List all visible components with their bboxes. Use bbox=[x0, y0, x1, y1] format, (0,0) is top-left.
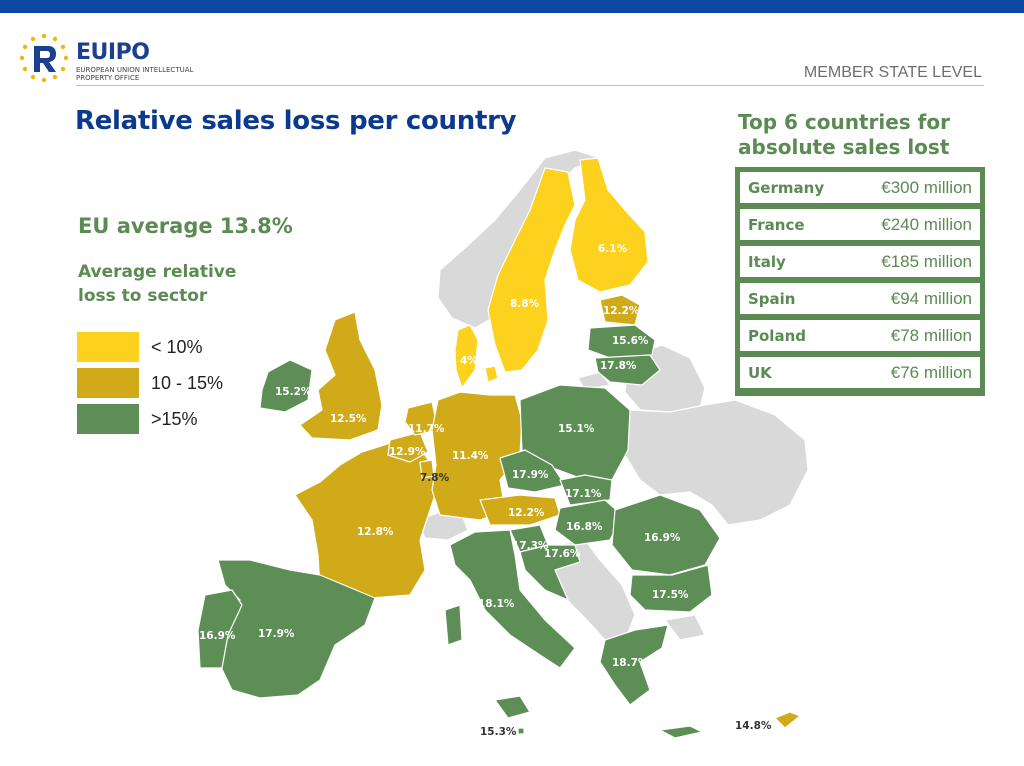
top6-country: Germany bbox=[748, 178, 825, 197]
top6-row: Spain €94 million bbox=[740, 283, 980, 314]
top6-value: €94 million bbox=[890, 288, 972, 308]
legend-swatch-high bbox=[77, 404, 139, 434]
label-croatia: 17.6% bbox=[544, 548, 581, 560]
eu-average: EU average 13.8% bbox=[78, 214, 293, 238]
country-malta bbox=[517, 727, 525, 735]
top6-table: Germany €300 million France €240 million I… bbox=[735, 167, 985, 396]
label-greece: 18.7% bbox=[612, 657, 649, 669]
country-ireland bbox=[259, 359, 313, 413]
label-denmark: 4% bbox=[460, 355, 478, 367]
country-cyprus bbox=[774, 711, 801, 729]
legend-swatch-mid bbox=[77, 368, 139, 398]
country-turkey-thrace bbox=[664, 614, 706, 641]
legend-label-high: >15% bbox=[151, 408, 198, 429]
top6-row: Italy €185 million bbox=[740, 246, 980, 277]
label-bulgaria: 17.5% bbox=[652, 589, 689, 601]
country-netherlands bbox=[404, 401, 439, 436]
label-uk: 12.5% bbox=[330, 413, 367, 425]
country-crete bbox=[659, 725, 703, 739]
country-germany bbox=[431, 391, 523, 521]
label-malta: 15.3% bbox=[480, 726, 517, 738]
country-slovakia bbox=[559, 474, 613, 506]
label-italy: 18.1% bbox=[478, 598, 515, 610]
label-portugal: 16.9% bbox=[199, 630, 236, 642]
label-austria: 12.2% bbox=[508, 507, 545, 519]
top-bar bbox=[0, 0, 1024, 13]
member-state-level-label: MEMBER STATE LEVEL bbox=[803, 64, 982, 81]
label-france: 12.8% bbox=[357, 526, 394, 538]
country-estonia bbox=[599, 294, 641, 326]
label-slovakia: 17.1% bbox=[565, 488, 602, 500]
country-sardinia bbox=[444, 604, 463, 646]
header-divider bbox=[76, 85, 984, 86]
org-subtitle: EUROPEAN UNION INTELLECTUAL PROPERTY OFF… bbox=[76, 66, 194, 82]
label-czechia: 17.9% bbox=[512, 469, 549, 481]
legend-item-high: >15% bbox=[77, 404, 198, 434]
label-lithuania: 15.6% bbox=[612, 335, 649, 347]
top6-country: Italy bbox=[748, 252, 786, 271]
page-title: Relative sales loss per country bbox=[75, 106, 517, 136]
label-poland: 15.1% bbox=[558, 423, 595, 435]
label-luxembourg: 7.8% bbox=[420, 472, 450, 484]
top6-country: Poland bbox=[748, 326, 806, 345]
top6-value: €78 million bbox=[890, 325, 972, 345]
top6-row: UK €76 million bbox=[740, 357, 980, 388]
top6-value: €76 million bbox=[890, 362, 972, 382]
country-italy bbox=[449, 529, 576, 669]
top6-value: €300 million bbox=[881, 177, 972, 197]
top6-value: €185 million bbox=[881, 251, 972, 271]
label-latvia: 12.2% bbox=[603, 305, 640, 317]
country-denmark-isle bbox=[484, 365, 499, 383]
country-hungary bbox=[554, 499, 623, 546]
legend-label-low: < 10% bbox=[151, 336, 203, 357]
country-denmark bbox=[454, 324, 479, 389]
top6-value: €240 million bbox=[881, 214, 972, 234]
country-bulgaria bbox=[629, 564, 713, 613]
country-romania bbox=[611, 494, 721, 576]
country-croatia bbox=[519, 544, 581, 601]
label-cyprus: 14.8% bbox=[735, 720, 772, 732]
legend-item-mid: 10 - 15% bbox=[77, 368, 223, 398]
country-portugal bbox=[197, 589, 243, 669]
top6-row: Germany €300 million bbox=[740, 172, 980, 203]
label-finland: 6.1% bbox=[598, 243, 628, 255]
country-greece bbox=[599, 624, 669, 706]
eu-stars-icon bbox=[19, 33, 69, 83]
label-hungary: 16.8% bbox=[566, 521, 603, 533]
country-finland bbox=[569, 157, 649, 293]
top6-row: Poland €78 million bbox=[740, 320, 980, 351]
label-ireland: 15.2% bbox=[275, 386, 312, 398]
top6-row: France €240 million bbox=[740, 209, 980, 240]
org-name: EUIPO bbox=[76, 40, 150, 65]
top6-country: UK bbox=[748, 363, 772, 382]
top6-country: France bbox=[748, 215, 805, 234]
legend-swatch-low bbox=[77, 332, 139, 362]
label-sweden: 8.8% bbox=[510, 298, 540, 310]
label-germany: 11.4% bbox=[452, 450, 489, 462]
top6-country: Spain bbox=[748, 289, 796, 308]
label-netherlands: 11.7% bbox=[408, 423, 445, 435]
country-uk bbox=[299, 311, 383, 441]
label-belgium: 12.9% bbox=[389, 446, 426, 458]
label-estonia-lithuania2: 17.8% bbox=[600, 360, 637, 372]
country-lithuania bbox=[594, 354, 661, 386]
top6-title: Top 6 countries for absolute sales lost bbox=[738, 110, 950, 159]
country-latvia bbox=[587, 324, 656, 359]
euipo-logo: EUIPO EUROPEAN UNION INTELLECTUAL PROPER… bbox=[18, 32, 198, 84]
label-slovenia: 17.3% bbox=[512, 540, 549, 552]
country-ukraine bbox=[624, 399, 809, 526]
legend-item-low: < 10% bbox=[77, 332, 203, 362]
legend-label-mid: 10 - 15% bbox=[151, 372, 224, 393]
legend-title: Average relative loss to sector bbox=[78, 262, 237, 306]
label-spain: 17.9% bbox=[258, 628, 295, 640]
country-sicily bbox=[494, 695, 531, 719]
label-romania: 16.9% bbox=[644, 532, 681, 544]
country-sweden bbox=[487, 167, 576, 373]
